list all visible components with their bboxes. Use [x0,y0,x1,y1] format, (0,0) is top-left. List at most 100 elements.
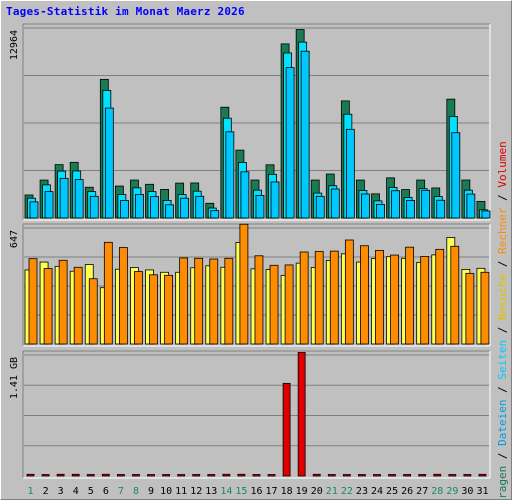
bar-rechner [405,246,415,345]
bar-volumen [222,473,231,477]
bar-volumen [463,474,472,477]
bar-volumen [71,473,80,477]
x-tick-label: 11 [175,486,187,497]
x-tick-label: 1 [28,486,34,497]
bar-rechner [224,257,234,345]
x-tick-label: 27 [416,486,428,497]
x-tick-label: 10 [160,486,172,497]
bar-volumen [297,352,306,477]
bar-volumen [267,474,276,477]
bar-seiten [104,107,114,219]
bar-seiten [466,193,476,219]
x-tick-label: 13 [205,486,217,497]
x-tick-label: 6 [103,486,109,497]
bar-volumen [388,474,396,477]
bar-volumen [207,474,216,477]
bar-seiten [165,204,174,219]
bar-rechner [344,239,354,345]
series-legend: Anfragen / Dateien / Seiten / Besuche / … [496,141,509,500]
bar-volumen [478,473,487,477]
x-tick-label: 20 [311,486,323,497]
bar-seiten [285,67,295,219]
x-tick-label: 17 [266,486,278,497]
bar-seiten [210,210,220,219]
bar-volumen [177,474,186,477]
bar-seiten [451,132,461,219]
bar-seiten [74,179,84,219]
bar-volumen [101,473,110,477]
bar-rechner [375,250,384,345]
bar-volumen [418,474,427,477]
bar-rechner [465,272,475,345]
bar-volumen [116,474,125,477]
x-tick-label: 2 [43,486,49,497]
bar-volumen [282,382,291,477]
y-max-label-middle: 647 [9,230,20,248]
bar-rechner [149,274,158,345]
x-tick-label: 12 [190,486,202,497]
bar-rechner [269,264,279,345]
bar-volumen [192,474,201,477]
bar-seiten [361,193,370,219]
legend-entry: / [496,320,509,340]
x-tick-label: 21 [326,486,338,497]
legend-entry: Besuche [496,274,509,320]
bar-seiten [270,181,280,219]
bar-seiten [345,128,355,219]
x-tick-label: 8 [133,486,139,497]
x-tick-label: 24 [371,486,383,497]
x-tick-label: 4 [73,486,79,497]
bar-rechner [435,248,445,345]
bar-volumen [373,474,381,477]
bar-rechner [209,258,219,345]
bar-seiten [330,188,340,219]
x-tick-label: 22 [341,486,353,497]
bar-volumen [132,474,140,477]
bar-rechner [103,241,113,345]
bar-volumen [448,474,457,477]
bar-rechner [480,271,490,345]
x-tick-label: 23 [356,486,368,497]
bar-rechner [58,259,68,345]
bar-seiten [391,190,400,219]
bar-seiten [240,171,250,219]
x-tick-label: 16 [250,486,262,497]
x-tick-label: 25 [386,486,398,497]
bar-volumen [26,473,35,477]
bar-volumen [147,474,155,477]
bar-rechner [28,258,38,345]
bar-seiten [44,191,54,219]
bar-volumen [312,473,321,477]
bar-volumen [252,474,261,477]
bar-seiten [150,196,159,219]
x-tick-label: 29 [446,486,458,497]
bar-seiten [59,178,69,219]
bar-seiten [89,195,99,219]
bar-seiten [119,200,129,219]
x-tick-label: 19 [296,486,308,497]
bar-rechner [194,257,204,345]
bar-seiten [195,195,205,219]
bar-seiten [406,200,416,219]
bar-rechner [179,257,189,345]
bar-rechner [314,251,324,345]
x-tick-label: 18 [281,486,293,497]
bar-rechner [254,255,264,345]
bar-volumen [433,473,442,477]
bar-seiten [300,50,310,219]
bar-rechner [360,245,369,345]
bar-rechner [420,256,430,345]
bar-seiten [255,195,265,219]
bar-rechner [43,268,53,345]
bar-seiten [421,189,431,219]
x-tick-label: 30 [461,486,473,497]
legend-entry: / [496,254,509,274]
legend-entry: Rechner [496,207,509,254]
bar-volumen [342,474,351,477]
bar-rechner [390,254,399,345]
x-tick-label: 3 [58,486,64,497]
chart-title: Tages-Statistik im Monat Maerz 2026 [6,5,245,18]
bar-seiten [225,131,235,219]
bar-volumen [237,473,246,477]
bar-rechner [88,278,98,345]
